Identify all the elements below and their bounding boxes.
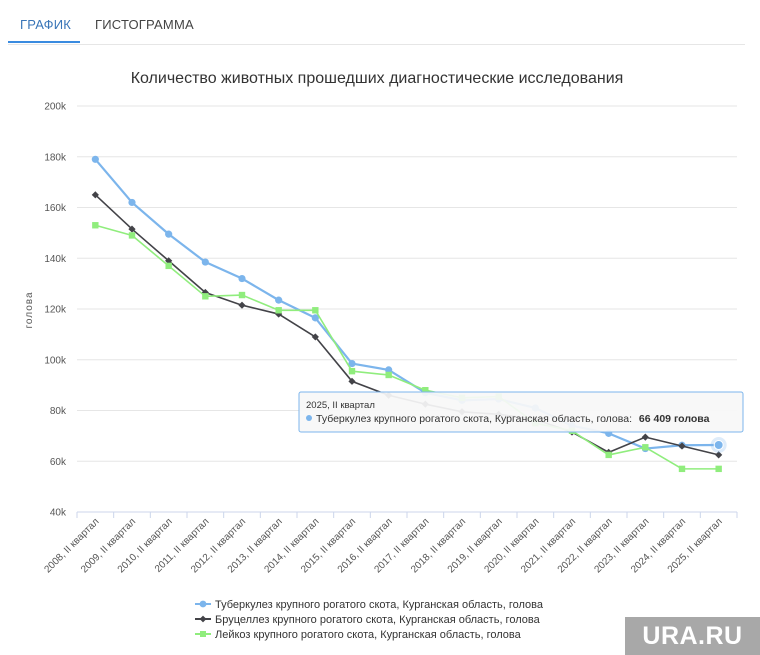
y-tick-label: 80k: [50, 406, 67, 417]
legend-item[interactable]: Бруцеллез крупного рогатого скота, Курга…: [195, 614, 541, 626]
legend-label: Лейкоз крупного рогатого скота, Курганск…: [215, 629, 522, 641]
tooltip-series-dot: [306, 415, 312, 421]
series-line: [94, 158, 719, 450]
data-point[interactable]: [715, 465, 722, 473]
svg-text:Туберкулез крупного рогатого с: Туберкулез крупного рогатого скота, Кург…: [316, 413, 710, 425]
data-point[interactable]: [91, 155, 99, 163]
y-axis-label: голова: [24, 291, 35, 328]
y-tick-label: 160k: [44, 203, 67, 214]
legend-item[interactable]: Туберкулез крупного рогатого скота, Кург…: [195, 599, 544, 611]
legend: Туберкулез крупного рогатого скота, Кург…: [195, 599, 544, 641]
data-point[interactable]: [238, 291, 246, 299]
data-point[interactable]: [348, 377, 356, 385]
y-tick-label: 60k: [50, 457, 67, 468]
data-point[interactable]: [311, 333, 319, 341]
data-point[interactable]: [348, 367, 356, 375]
data-point[interactable]: [275, 307, 282, 314]
data-point[interactable]: [165, 257, 173, 265]
legend-marker[interactable]: [199, 600, 207, 608]
data-point[interactable]: [678, 442, 686, 450]
data-point[interactable]: [128, 225, 136, 233]
tooltip-series-label: Туберкулез крупного рогатого скота, Кург…: [316, 413, 632, 425]
data-point[interactable]: [128, 232, 136, 239]
data-point[interactable]: [165, 230, 173, 238]
y-tick-label: 120k: [44, 305, 67, 316]
data-point[interactable]: [348, 359, 356, 368]
grid: [77, 105, 737, 513]
legend-marker[interactable]: [199, 615, 207, 623]
data-point[interactable]: [385, 366, 393, 374]
legend-marker[interactable]: [200, 631, 206, 637]
series-line: [95, 224, 719, 470]
legend-label: Бруцеллез крупного рогатого скота, Курга…: [215, 614, 541, 626]
legend-item[interactable]: Лейкоз крупного рогатого скота, Курганск…: [195, 629, 522, 641]
data-point[interactable]: [91, 191, 99, 199]
data-point[interactable]: [165, 262, 172, 270]
data-point[interactable]: [202, 293, 209, 300]
tooltip: 2025, II квартал Туберкулез крупного рог…: [298, 391, 744, 433]
data-point[interactable]: [642, 444, 649, 451]
data-point[interactable]: [312, 307, 319, 314]
data-point[interactable]: [238, 274, 246, 283]
y-tick-label: 100k: [44, 355, 67, 366]
series-3: [92, 222, 722, 473]
data-point[interactable]: [641, 433, 649, 441]
data-point[interactable]: [92, 222, 99, 229]
tooltip-box: [298, 391, 744, 433]
data-point[interactable]: [201, 258, 209, 266]
legend-label: Туберкулез крупного рогатого скота, Кург…: [215, 599, 544, 611]
data-point[interactable]: [311, 314, 319, 322]
tab-chart[interactable]: ГРАФИК: [20, 17, 72, 32]
tooltip-value: 66 409 голова: [639, 413, 710, 425]
data-point[interactable]: [422, 387, 429, 394]
data-point[interactable]: [385, 371, 392, 379]
watermark-logo: URA.RU: [625, 617, 760, 655]
data-point[interactable]: [678, 465, 686, 473]
hover-point[interactable]: [713, 439, 724, 450]
data-point[interactable]: [128, 198, 136, 207]
chart-tab-bar: ГРАФИК ГИСТОГРАММА: [8, 0, 745, 45]
y-tick-label: 140k: [44, 254, 67, 265]
y-axis-ticks: 40k 60k 80k 100k 120k 140k 160k 180k 200k: [44, 102, 67, 519]
active-tab-indicator: [8, 41, 80, 43]
data-point[interactable]: [605, 451, 612, 459]
chart-title: Количество животных прошедших диагностич…: [131, 70, 624, 87]
data-point[interactable]: [201, 288, 209, 297]
y-tick-label: 200k: [44, 102, 67, 113]
data-point[interactable]: [275, 310, 283, 318]
y-tick-label: 40k: [50, 508, 67, 519]
tab-histogram[interactable]: ГИСТОГРАММА: [95, 17, 194, 32]
data-point[interactable]: [275, 296, 283, 304]
y-tick-label: 180k: [44, 152, 67, 163]
data-point[interactable]: [715, 451, 723, 459]
tooltip-header: 2025, II квартал: [306, 400, 375, 411]
data-point[interactable]: [238, 301, 246, 309]
